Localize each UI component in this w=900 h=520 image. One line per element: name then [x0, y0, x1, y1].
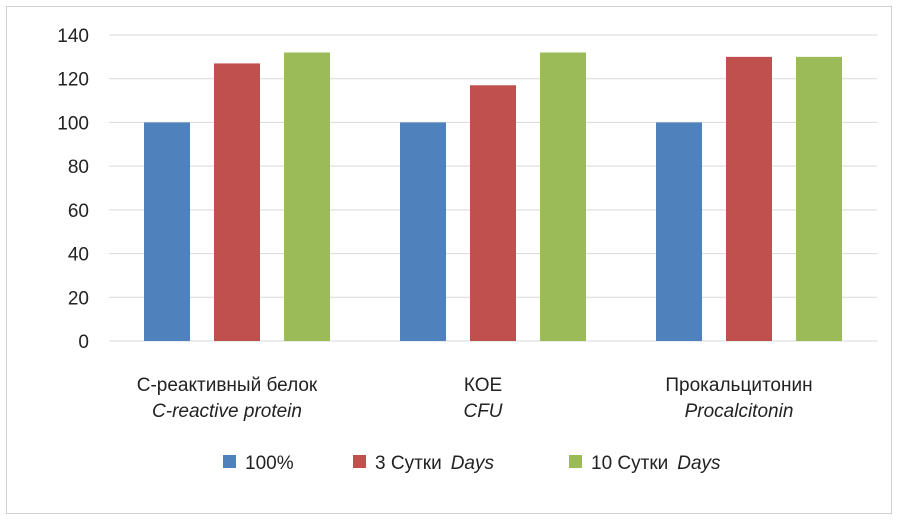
bar [726, 56, 772, 341]
bar [656, 122, 702, 341]
legend-swatch [223, 455, 236, 468]
y-tick-label: 80 [68, 157, 89, 178]
legend-label-main: 100% [245, 453, 294, 474]
y-axis-ticks: 0 20 40 60 80 100 120 140 [57, 26, 89, 353]
legend-swatch [353, 455, 366, 468]
legend-label: 3 Сутки Days [375, 453, 494, 474]
category-label-en: C-reactive protein [152, 401, 302, 422]
bar [284, 52, 330, 341]
y-tick-label: 100 [57, 113, 89, 134]
legend: 100% 3 Сутки Days 10 Сутки Days [223, 453, 721, 474]
bar-chart: 0 20 40 60 80 100 120 140 С-реактивный белок C-r… [57, 26, 877, 474]
category-label-en: CFU [463, 401, 502, 422]
legend-label-main: 3 Сутки [375, 453, 442, 474]
bars [144, 52, 842, 342]
category-label-en: Procalcitonin [685, 401, 794, 422]
legend-label: 100% [245, 453, 294, 474]
legend-swatch [569, 455, 582, 468]
x-axis-categories: С-реактивный белок C-reactive protein КОЕ C… [137, 375, 813, 422]
legend-label-main: 10 Сутки [591, 453, 668, 474]
bar [400, 122, 446, 341]
y-tick-label: 0 [78, 332, 89, 353]
legend-label-en: Days [677, 453, 721, 474]
bar [540, 52, 586, 341]
bar [214, 63, 260, 342]
y-tick-label: 40 [68, 245, 89, 266]
category-label: С-реактивный белок [137, 375, 318, 396]
category-label: Прокальцитонин [665, 375, 812, 396]
bar [470, 85, 516, 342]
y-tick-label: 60 [68, 201, 89, 222]
y-tick-label: 140 [57, 26, 89, 47]
bar [796, 56, 842, 341]
y-tick-label: 120 [57, 70, 89, 91]
bar [144, 122, 190, 341]
legend-label-en: Days [451, 453, 495, 474]
legend-label: 10 Сутки Days [591, 453, 721, 474]
chart-frame: 0 20 40 60 80 100 120 140 С-реактивный белок C-r… [6, 6, 892, 514]
y-tick-label: 20 [68, 288, 89, 309]
category-label: КОЕ [464, 375, 502, 396]
